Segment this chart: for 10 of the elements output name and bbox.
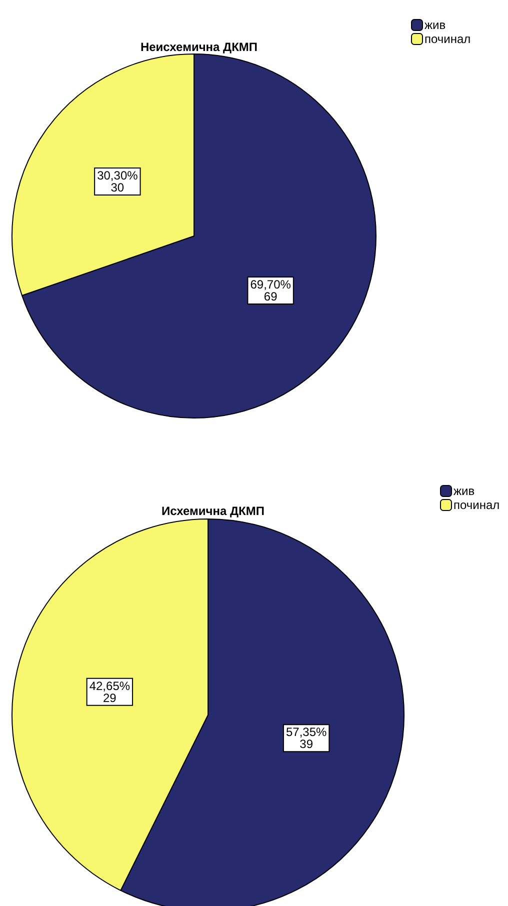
- legend-label: жив: [424, 18, 446, 32]
- data-label: 42,65% 29: [89, 678, 130, 705]
- text: Неисхемична ДКМП: [140, 40, 258, 54]
- data-label: 57,35% 39: [286, 725, 327, 752]
- data-label: 30,30% 30: [97, 168, 138, 194]
- legend-label: починал: [454, 498, 500, 512]
- legend-label: починал: [424, 32, 471, 46]
- data-label: 69,70% 69: [250, 278, 292, 304]
- text: Исхемична ДКМП: [161, 504, 265, 518]
- legend-label: жив: [454, 484, 475, 498]
